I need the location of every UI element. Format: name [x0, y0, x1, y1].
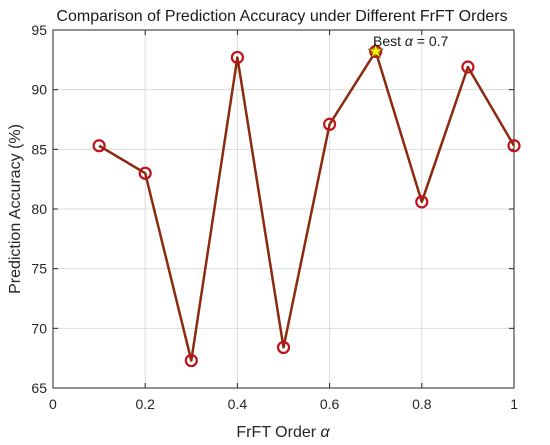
best-star-icon	[367, 42, 384, 59]
best-annotation-symbol: α	[405, 33, 414, 49]
axis-ticks: 0 0.2 0.4 0.6 0.8 1 65 70 75 80 85 90 95	[31, 22, 518, 412]
data-point	[92, 139, 106, 153]
y-tick-label: 80	[31, 201, 47, 217]
data-point	[415, 195, 429, 209]
x-axis-label: FrFT Order α	[236, 424, 330, 441]
data-point	[461, 60, 475, 74]
plot-frame	[52, 29, 515, 389]
x-tick-label: 0.4	[228, 396, 248, 412]
series-layer	[92, 42, 521, 368]
y-tick-label: 85	[31, 141, 47, 157]
best-annotation-value: = 0.7	[417, 33, 449, 49]
series-line	[98, 50, 516, 362]
y-tick-label: 75	[31, 261, 47, 277]
best-annotation-prefix: Best	[373, 33, 401, 49]
y-axis-label: Prediction Accuracy (%)	[7, 124, 24, 294]
y-tick-label: 70	[31, 320, 47, 336]
chart-title: Comparison of Prediction Accuracy under …	[56, 8, 507, 25]
data-point	[138, 166, 152, 180]
data-point	[276, 340, 291, 355]
y-tick-label: 95	[31, 22, 47, 38]
x-tick-label: 0.8	[412, 396, 432, 412]
x-tick-label: 0	[49, 396, 57, 412]
x-axis-label-text: FrFT Order	[236, 424, 316, 441]
best-annotation: Best α = 0.7	[373, 33, 449, 49]
x-axis-label-symbol: α	[321, 424, 331, 441]
data-point	[184, 353, 198, 368]
data-point	[323, 117, 337, 131]
y-tick-label: 65	[31, 380, 47, 396]
x-tick-label: 0.2	[135, 396, 155, 412]
x-tick-label: 1	[510, 396, 518, 412]
x-tick-label: 0.6	[320, 396, 340, 412]
y-tick-label: 90	[31, 82, 47, 98]
data-point	[507, 139, 521, 153]
data-point	[230, 50, 244, 65]
